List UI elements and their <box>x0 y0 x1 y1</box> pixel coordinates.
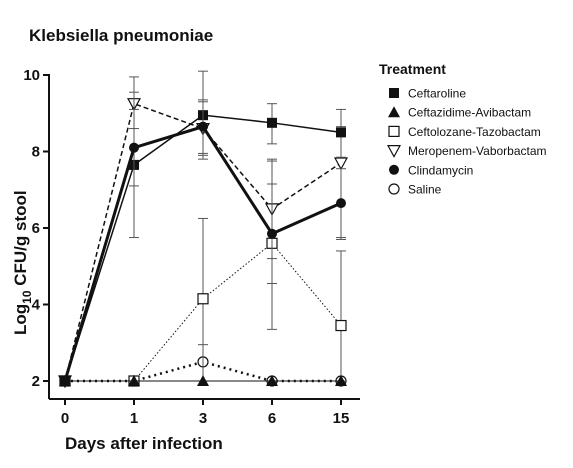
y-ticks: 2 4 6 8 10 <box>23 67 49 390</box>
y-tick-label: 2 <box>32 373 40 390</box>
y-tick-label: 8 <box>32 144 40 161</box>
legend-marker-ceftaroline <box>389 88 399 98</box>
y-tick-label: 10 <box>23 67 40 84</box>
legend-marker-ceftolozane-tazobactam <box>388 125 400 138</box>
legend-item-ceftazidime-avibactam: Ceftazidime-Avibactam <box>388 106 531 120</box>
point-ceftazidime-avibactam <box>197 375 209 386</box>
legend-label-ceftazidime-avibactam: Ceftazidime-Avibactam <box>408 106 531 120</box>
y-tick-label: 6 <box>32 220 40 237</box>
x-tick-label: 6 <box>268 410 276 427</box>
y-tick-label: 4 <box>32 297 41 314</box>
series-ceftazidime-avibactam <box>59 375 347 386</box>
legend-item-clindamycin: Clindamycin <box>389 163 473 177</box>
legend-marker-ceftazidime-avibactam <box>388 106 400 118</box>
point-clindamycin <box>60 376 70 386</box>
point-clindamycin <box>267 228 277 239</box>
legend-label-meropenem-vaborbactam: Meropenem-Vaborbactam <box>408 144 547 158</box>
point-ceftaroline <box>267 117 277 128</box>
legend-item-meropenem-vaborbactam: Meropenem-Vaborbactam <box>386 144 547 158</box>
x-axis-label: Days after infection <box>65 434 223 453</box>
y-axis-label-rest: CFU/g stool <box>11 190 30 290</box>
x-tick-label: 1 <box>130 410 138 427</box>
point-ceftazidime-avibactam <box>335 375 347 386</box>
x-ticks: 0 1 3 6 15 <box>61 399 350 427</box>
point-ceftolozane-tazobactam <box>197 293 209 305</box>
legend-item-ceftaroline: Ceftaroline <box>389 87 466 101</box>
chart-title: Klebsiella pneumoniae <box>29 26 213 45</box>
series-ceftolozane-tazobactam <box>59 158 347 387</box>
point-ceftolozane-tazobactam <box>335 319 347 332</box>
legend-title: Treatment <box>379 61 446 77</box>
point-clindamycin <box>336 198 346 209</box>
legend-item-ceftolozane-tazobactam: Ceftolozane-Tazobactam <box>388 125 541 139</box>
legend-marker-saline <box>388 183 400 195</box>
series-line-meropenem-vaborbactam <box>64 102 342 382</box>
legend-marker-meropenem-vaborbactam <box>386 145 402 158</box>
legend-label-ceftaroline: Ceftaroline <box>408 87 466 101</box>
y-axis-label-subscript: 10 <box>20 290 34 304</box>
point-ceftazidime-avibactam <box>266 375 278 386</box>
y-axis-label: Log10 CFU/g stool <box>11 190 34 335</box>
y-axis-label-main: Log <box>11 304 30 335</box>
legend-label-ceftolozane-tazobactam: Ceftolozane-Tazobactam <box>408 125 541 139</box>
point-clindamycin <box>129 142 139 153</box>
x-tick-label: 0 <box>61 410 69 427</box>
axes: 2 4 6 8 10 0 1 3 6 15 <box>23 67 360 427</box>
legend: Treatment Ceftaroline Ceftazidime-Avibact… <box>379 61 547 197</box>
point-ceftaroline <box>336 127 346 138</box>
point-clindamycin <box>198 121 208 132</box>
legend-label-clindamycin: Clindamycin <box>408 163 473 177</box>
x-tick-label: 3 <box>199 410 207 427</box>
plot-area <box>57 70 349 389</box>
legend-label-saline: Saline <box>408 183 442 197</box>
point-meropenem-vaborbactam <box>333 157 349 171</box>
legend-item-saline: Saline <box>388 183 442 197</box>
series-clindamycin <box>60 99 346 386</box>
x-tick-label: 15 <box>333 410 350 427</box>
point-ceftazidime-avibactam <box>128 375 140 386</box>
legend-marker-clindamycin <box>389 164 399 175</box>
